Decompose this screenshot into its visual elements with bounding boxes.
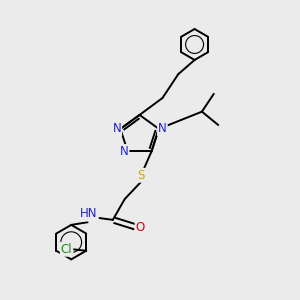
Text: N: N <box>158 122 167 135</box>
Text: HN: HN <box>80 207 98 220</box>
Text: N: N <box>112 122 121 135</box>
Text: N: N <box>120 145 128 158</box>
Text: O: O <box>136 221 145 234</box>
Text: Cl: Cl <box>61 243 72 256</box>
Text: S: S <box>137 169 145 182</box>
